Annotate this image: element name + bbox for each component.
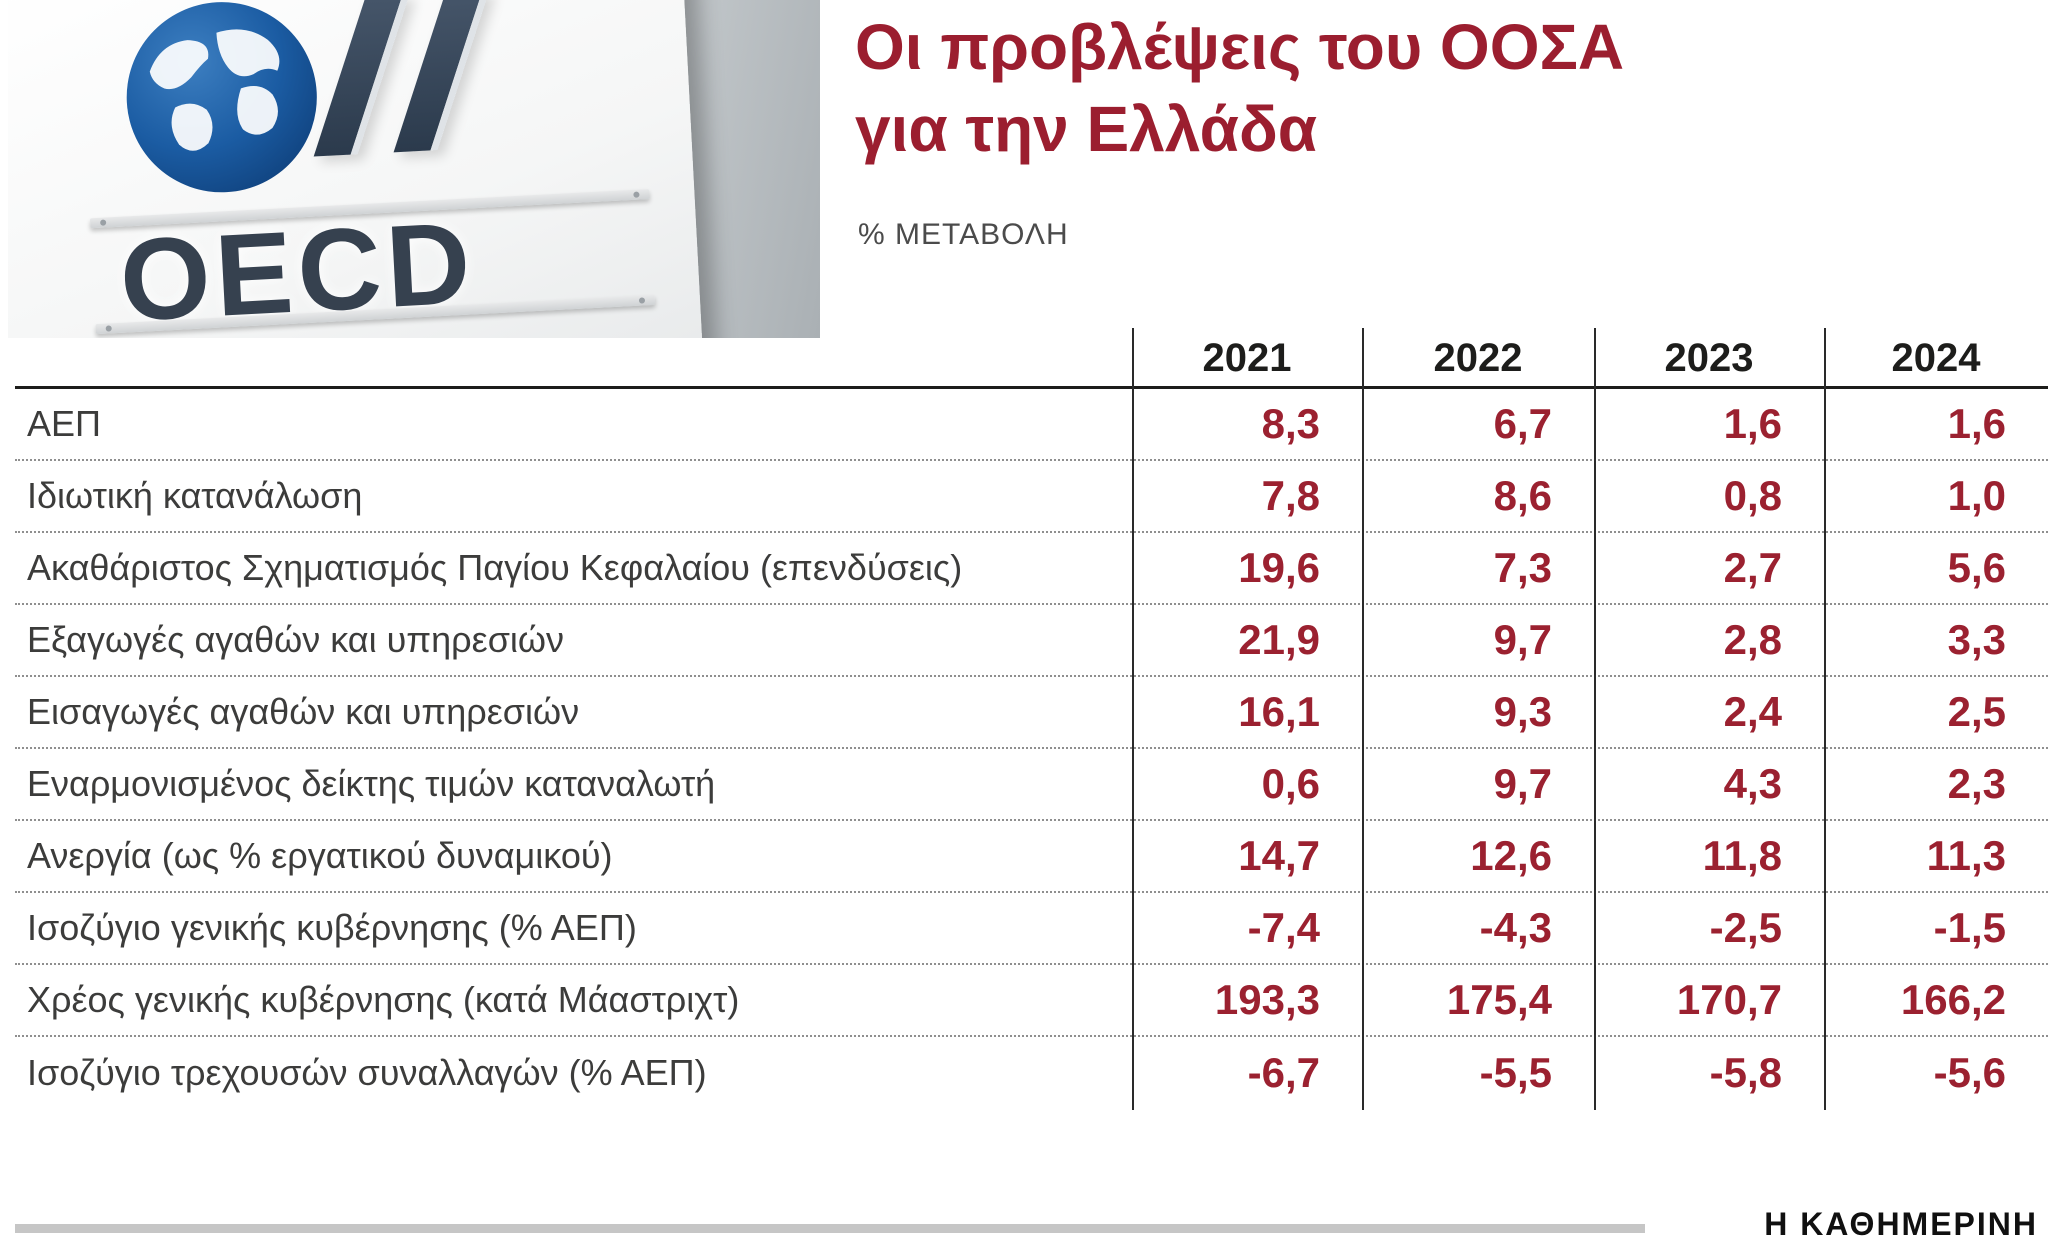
cell-value: 193,3	[1214, 976, 1320, 1023]
slash-icon	[393, 0, 490, 153]
row-label: Ισοζύγιο γενικής κυβέρνησης (% ΑΕΠ)	[27, 907, 637, 948]
cell-value: 8,6	[1493, 472, 1552, 519]
cell-value: 2,4	[1723, 688, 1782, 735]
column-divider	[1132, 328, 1134, 1110]
cell-value: 5,6	[1947, 544, 2006, 591]
slash-icon	[313, 0, 410, 157]
cell-value: 16,1	[1238, 688, 1320, 735]
header-rule	[15, 386, 2048, 389]
cell-value: -5,8	[1709, 1049, 1782, 1096]
table-row: Ισοζύγιο τρεχουσών συναλλαγών (% ΑΕΠ) -6…	[15, 1037, 2048, 1109]
cell-value: 1,6	[1947, 400, 2006, 447]
cell-value: 4,3	[1723, 760, 1782, 807]
row-label: Ακαθάριστος Σχηματισμός Παγίου Κεφαλαίου…	[27, 547, 963, 588]
page-title: Οι προβλέψεις του ΟΟΣΑ για την Ελλάδα	[855, 6, 1624, 170]
cell-value: 8,3	[1261, 400, 1320, 447]
table-row: Ανεργία (ως % εργατικού δυναμικού) 14,7 …	[15, 821, 2048, 893]
table-row: Εξαγωγές αγαθών και υπηρεσιών 21,9 9,7 2…	[15, 605, 2048, 677]
title-line-1: Οι προβλέψεις του ΟΟΣΑ	[855, 11, 1625, 83]
row-label: Εναρμονισμένος δείκτης τιμών καταναλωτή	[27, 763, 716, 804]
cell-value: -2,5	[1709, 904, 1782, 951]
cell-value: 7,8	[1261, 472, 1320, 519]
cell-value: 11,3	[1926, 832, 2006, 879]
table-body: ΑΕΠ 8,3 6,7 1,6 1,6 Ιδιωτική κατανάλωση …	[15, 389, 2048, 1109]
row-label: Ιδιωτική κατανάλωση	[27, 475, 363, 516]
row-label: Ανεργία (ως % εργατικού δυναμικού)	[27, 835, 613, 876]
row-label: ΑΕΠ	[27, 403, 102, 444]
screw-icon	[633, 191, 640, 198]
subtitle: % ΜΕΤΑΒΟΛΗ	[858, 218, 1069, 251]
column-header-2023: 2023	[1664, 335, 1754, 380]
cell-value: 9,3	[1493, 688, 1552, 735]
oecd-logo-photo: OECD	[8, 0, 820, 338]
cell-value: -1,5	[1933, 904, 2006, 951]
cell-value: 12,6	[1470, 832, 1552, 879]
cell-value: 175,4	[1446, 976, 1552, 1023]
globe-icon	[126, 2, 317, 193]
cell-value: 0,6	[1261, 760, 1320, 807]
column-divider	[1594, 328, 1596, 1110]
cell-value: -5,5	[1479, 1049, 1552, 1096]
screw-icon	[638, 297, 646, 304]
table-row: Ισοζύγιο γενικής κυβέρνησης (% ΑΕΠ) -7,4…	[15, 893, 2048, 965]
column-divider	[1362, 328, 1364, 1110]
cell-value: 19,6	[1238, 544, 1320, 591]
cell-value: 0,8	[1723, 472, 1782, 519]
table-row: ΑΕΠ 8,3 6,7 1,6 1,6	[15, 389, 2048, 461]
cell-value: 9,7	[1493, 616, 1552, 663]
cell-value: 2,3	[1947, 760, 2006, 807]
cell-value: 14,7	[1238, 832, 1320, 879]
table-row: Χρέος γενικής κυβέρνησης (κατά Μάαστριχτ…	[15, 965, 2048, 1037]
cell-value: 170,7	[1676, 976, 1782, 1023]
table-row: Ακαθάριστος Σχηματισμός Παγίου Κεφαλαίου…	[15, 533, 2048, 605]
table-row: Εναρμονισμένος δείκτης τιμών καταναλωτή …	[15, 749, 2048, 821]
column-divider	[1824, 328, 1826, 1110]
cell-value: 166,2	[1900, 976, 2006, 1023]
cell-value: 6,7	[1493, 400, 1552, 447]
cell-value: 2,7	[1723, 544, 1782, 591]
column-header-2021: 2021	[1202, 335, 1292, 380]
publisher-logo: Η ΚΑΘΗΜΕΡΙΝΗ	[1764, 1206, 2038, 1242]
cell-value: 7,3	[1493, 544, 1552, 591]
cell-value: 1,6	[1723, 400, 1782, 447]
cell-value: 3,3	[1947, 616, 2006, 663]
cell-value: 9,7	[1493, 760, 1552, 807]
column-header-2024: 2024	[1891, 335, 1981, 380]
cell-value: 1,0	[1947, 472, 2006, 519]
row-label: Ισοζύγιο τρεχουσών συναλλαγών (% ΑΕΠ)	[27, 1052, 707, 1093]
oecd-sign: OECD	[8, 0, 703, 338]
cell-value: -5,6	[1933, 1049, 2006, 1096]
cell-value: -7,4	[1247, 904, 1320, 951]
cell-value: 21,9	[1238, 616, 1320, 663]
cell-value: 2,8	[1723, 616, 1782, 663]
screw-icon	[100, 219, 107, 226]
cell-value: 2,5	[1947, 688, 2006, 735]
table-header: 2021 2022 2023 2024	[15, 330, 2048, 386]
row-label: Εισαγωγές αγαθών και υπηρεσιών	[27, 691, 580, 732]
cell-value: -4,3	[1479, 904, 1552, 951]
column-header-2022: 2022	[1433, 335, 1523, 380]
table-row: Ιδιωτική κατανάλωση 7,8 8,6 0,8 1,0	[15, 461, 2048, 533]
cell-value: -6,7	[1247, 1049, 1320, 1096]
cell-value: 11,8	[1702, 832, 1782, 879]
row-label: Χρέος γενικής κυβέρνησης (κατά Μάαστριχτ…	[27, 979, 740, 1020]
row-label: Εξαγωγές αγαθών και υπηρεσιών	[27, 619, 565, 660]
footer-rule	[15, 1224, 1645, 1233]
title-line-2: για την Ελλάδα	[855, 93, 1318, 165]
table-row: Εισαγωγές αγαθών και υπηρεσιών 16,1 9,3 …	[15, 677, 2048, 749]
